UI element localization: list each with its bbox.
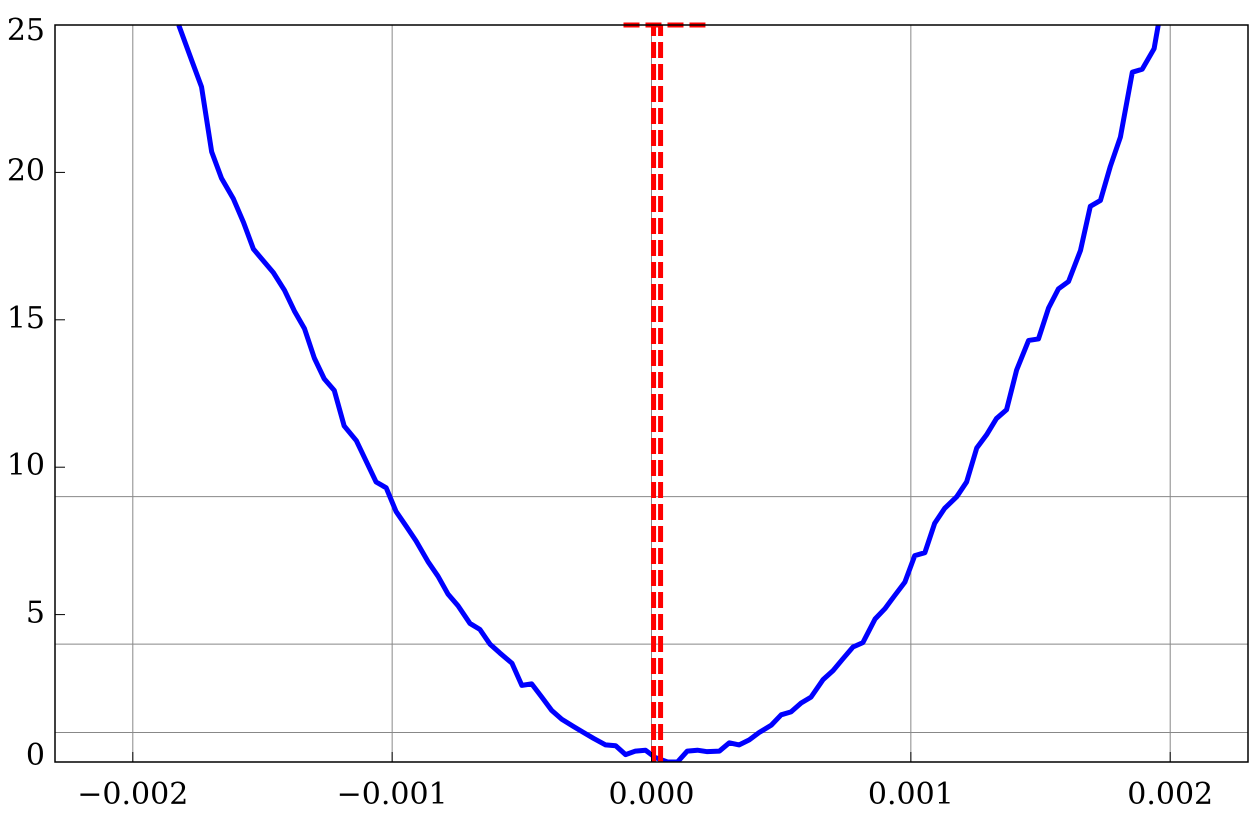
x-tick-label: −0.001 [337,777,448,812]
x-tick-label: 0.002 [1127,777,1213,812]
x-tick-label: 0.001 [868,777,954,812]
y-tick-label: 10 [7,448,45,483]
y-tick-label: 5 [26,596,45,631]
axes: −0.002 −0.001 0.000 0.001 0.002 0 5 10 15 20 25 [7,13,1213,812]
x-tick-label: −0.002 [77,777,188,812]
x-tick-label: 0.000 [609,777,695,812]
series-line [176,24,1161,762]
y-tick-label: 25 [7,13,45,48]
plot [176,22,1161,762]
y-tick-label: 0 [26,738,45,773]
y-tick-label: 15 [7,301,45,336]
y-tick-label: 20 [7,153,45,188]
